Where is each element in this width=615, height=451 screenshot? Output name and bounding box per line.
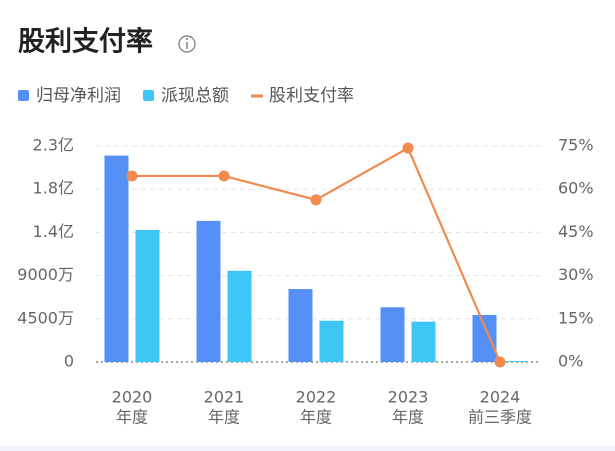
line-point	[218, 170, 230, 182]
bar	[380, 307, 405, 362]
line-point	[126, 170, 138, 182]
y-tick-label: 0	[64, 352, 74, 371]
x-tick-label: 2024	[480, 388, 521, 407]
x-tick-label: 年度	[300, 408, 332, 427]
line-point	[402, 142, 414, 154]
y2-tick-label: 45%	[558, 222, 594, 241]
line-point	[494, 356, 506, 368]
y-tick-label: 1.8亿	[33, 179, 74, 198]
chart-title: 股利支付率	[18, 26, 153, 58]
y-tick-label: 2.3亿	[33, 136, 74, 155]
x-tick-label: 年度	[392, 408, 424, 427]
y2-tick-label: 0%	[558, 352, 583, 371]
x-tick-label: 2020	[112, 388, 153, 407]
x-tick-label: 2021	[204, 388, 245, 407]
bottom-strip	[0, 446, 615, 451]
x-tick-label: 年度	[208, 408, 240, 427]
x-tick-label: 2023	[388, 388, 429, 407]
bar	[503, 361, 528, 362]
y2-tick-label: 75%	[558, 136, 594, 155]
bar	[319, 320, 344, 362]
info-icon[interactable]	[178, 35, 196, 53]
y2-tick-label: 30%	[558, 265, 594, 284]
y2-tick-label: 60%	[558, 179, 594, 198]
legend-label: 派现总额	[161, 86, 229, 106]
line	[132, 146, 502, 363]
bar	[227, 270, 252, 362]
legend-swatch	[143, 90, 154, 101]
y-tick-label: 1.4亿	[33, 222, 74, 241]
legend-label: 归母净利润	[36, 86, 121, 106]
bar	[135, 230, 160, 362]
x-tick-label: 年度	[116, 408, 148, 427]
bar	[472, 314, 497, 362]
line-point	[310, 194, 322, 206]
bar	[411, 321, 436, 362]
y-tick-label: 4500万	[17, 308, 74, 327]
legend-label: 股利支付率	[269, 86, 354, 106]
legend-swatch	[18, 90, 29, 101]
bar	[104, 155, 129, 362]
bar	[196, 220, 221, 362]
x-tick-label: 2022	[296, 388, 337, 407]
y-tick-label: 9000万	[17, 265, 74, 284]
y2-tick-label: 15%	[558, 308, 594, 327]
x-tick-label: 前三季度	[468, 408, 532, 427]
bar	[288, 289, 313, 362]
